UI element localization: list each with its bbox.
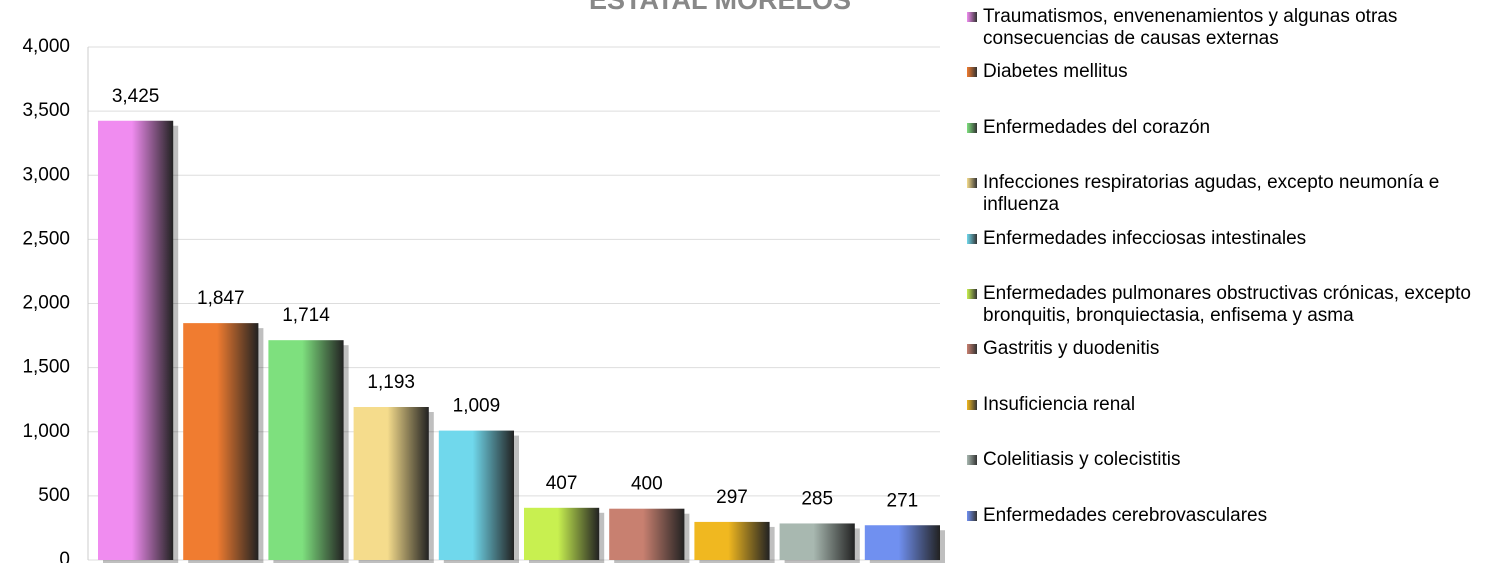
legend-entry: Diabetes mellitus [965,61,1505,83]
bar [864,525,940,560]
data-label: 407 [546,473,578,494]
y-tick-label: 1,000 [22,421,70,442]
y-tick-label: 2,500 [22,228,70,249]
data-label: 1,009 [453,396,501,417]
legend-swatch [967,455,977,466]
y-tick-label: 1,500 [22,357,70,378]
legend-entry: Enfermedades pulmonares obstructivas cró… [965,283,1505,327]
bar [353,406,429,560]
data-label: 3,425 [112,86,160,107]
legend-entry: Enfermedades infecciosas intestinales [965,228,1505,250]
legend-label: Diabetes mellitus [983,61,1128,83]
legend-label: Infecciones respiratorias agudas, except… [983,172,1440,216]
data-label: 400 [631,474,663,495]
data-label: 271 [887,490,919,511]
y-tick-label: 2,000 [22,293,70,314]
bar [609,508,685,560]
bar [779,523,855,560]
legend-swatch [967,399,977,410]
data-label: 1,193 [367,372,415,393]
y-tick-label: 0 [59,549,70,563]
bar [438,430,514,560]
legend-swatch [967,510,977,521]
legend-entry: Colelitiasis y colecistitis [965,449,1505,471]
legend-swatch [967,344,977,355]
legend-label: Gastritis y duodenitis [983,338,1160,360]
legend-swatch [967,122,977,133]
bar [183,323,259,560]
legend-entry: Enfermedades cerebrovasculares [965,505,1505,527]
chart-title: ESTATAL MORELOS [589,0,851,15]
data-label: 1,714 [282,305,330,326]
chart: ESTATAL MORELOS 0 500 1,000 1,500 2,000 2,500… [22,0,945,563]
legend-label: Colelitiasis y colecistitis [983,449,1181,471]
y-tick-label: 500 [38,485,70,506]
legend-entry: Traumatismos, envenenamientos y algunas … [965,6,1505,50]
bar [694,521,770,560]
legend-swatch [967,289,977,299]
legend-swatch [967,233,977,244]
legend-swatch [967,67,977,78]
legend-swatch [967,12,977,22]
legend-label: Enfermedades pulmonares obstructivas cró… [983,283,1471,326]
legend-entry: Gastritis y duodenitis [965,338,1505,360]
bar [98,120,174,561]
y-tick-label: 3,500 [22,100,70,121]
legend-entry: Insuficiencia renal [965,394,1505,416]
legend-entry: Infecciones respiratorias agudas, except… [965,172,1505,216]
y-tick-label: 4,000 [22,36,70,57]
data-label: 1,847 [197,288,245,309]
bar [268,340,344,560]
legend-label: Insuficiencia renal [983,393,1136,415]
legend-label: Enfermedades infecciosas intestinales [983,227,1307,249]
legend-entry: Enfermedades del corazón [965,117,1505,139]
legend-swatch [967,178,977,189]
legend-label: Enfermedades del corazón [983,116,1211,138]
data-label: 285 [801,488,833,509]
legend-label: Traumatismos, envenenamientos y algunas … [983,6,1398,49]
bar [524,507,600,560]
data-label: 297 [716,487,748,508]
y-tick-label: 3,000 [22,164,70,185]
legend-label: Enfermedades cerebrovasculares [983,504,1268,526]
